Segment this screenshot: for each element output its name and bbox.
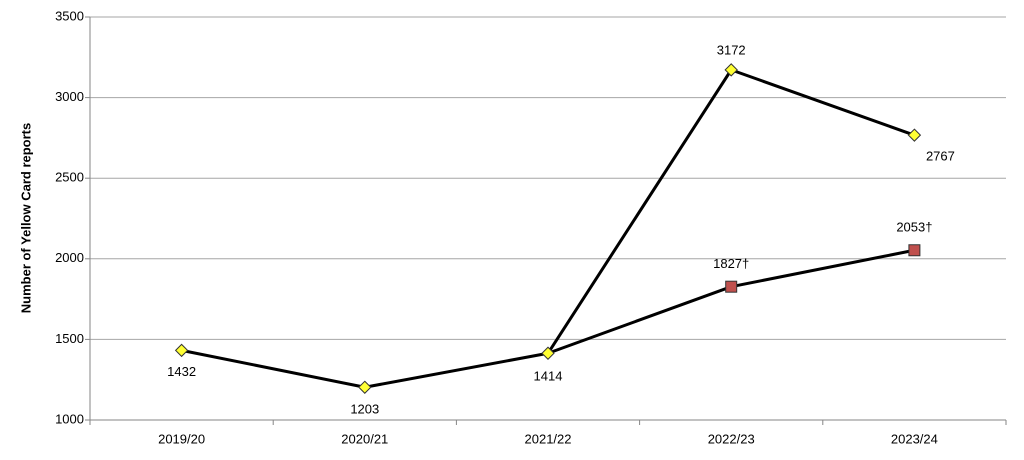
- marker: [358, 380, 372, 394]
- y-tick-label: 2500: [55, 170, 84, 185]
- marker: [724, 63, 738, 77]
- x-tick-label: 2020/21: [341, 431, 388, 446]
- data-label: 1827†: [713, 256, 749, 271]
- data-label: 3172: [717, 42, 746, 57]
- marker: [725, 280, 738, 293]
- y-tick-label: 1000: [55, 411, 84, 426]
- marker: [174, 343, 189, 358]
- marker: [907, 128, 922, 142]
- y-tick-label: 1500: [55, 331, 84, 346]
- x-tick-label: 2023/24: [891, 431, 938, 446]
- data-label: 1432: [167, 364, 196, 379]
- marker: [541, 346, 555, 360]
- data-label: 1203: [350, 402, 379, 417]
- x-tick-label: 2019/20: [158, 431, 205, 446]
- y-tick-label: 3000: [55, 89, 84, 104]
- y-tick-label: 3500: [55, 8, 84, 23]
- data-label: 1414: [534, 369, 563, 384]
- data-label: 2767: [926, 149, 955, 164]
- y-axis-label: Number of Yellow Card reports: [18, 123, 33, 313]
- marker: [908, 244, 921, 257]
- y-tick-label: 2000: [55, 250, 84, 265]
- data-label: 2053†: [896, 220, 932, 235]
- x-tick-label: 2022/23: [708, 431, 755, 446]
- x-tick-label: 2021/22: [525, 431, 572, 446]
